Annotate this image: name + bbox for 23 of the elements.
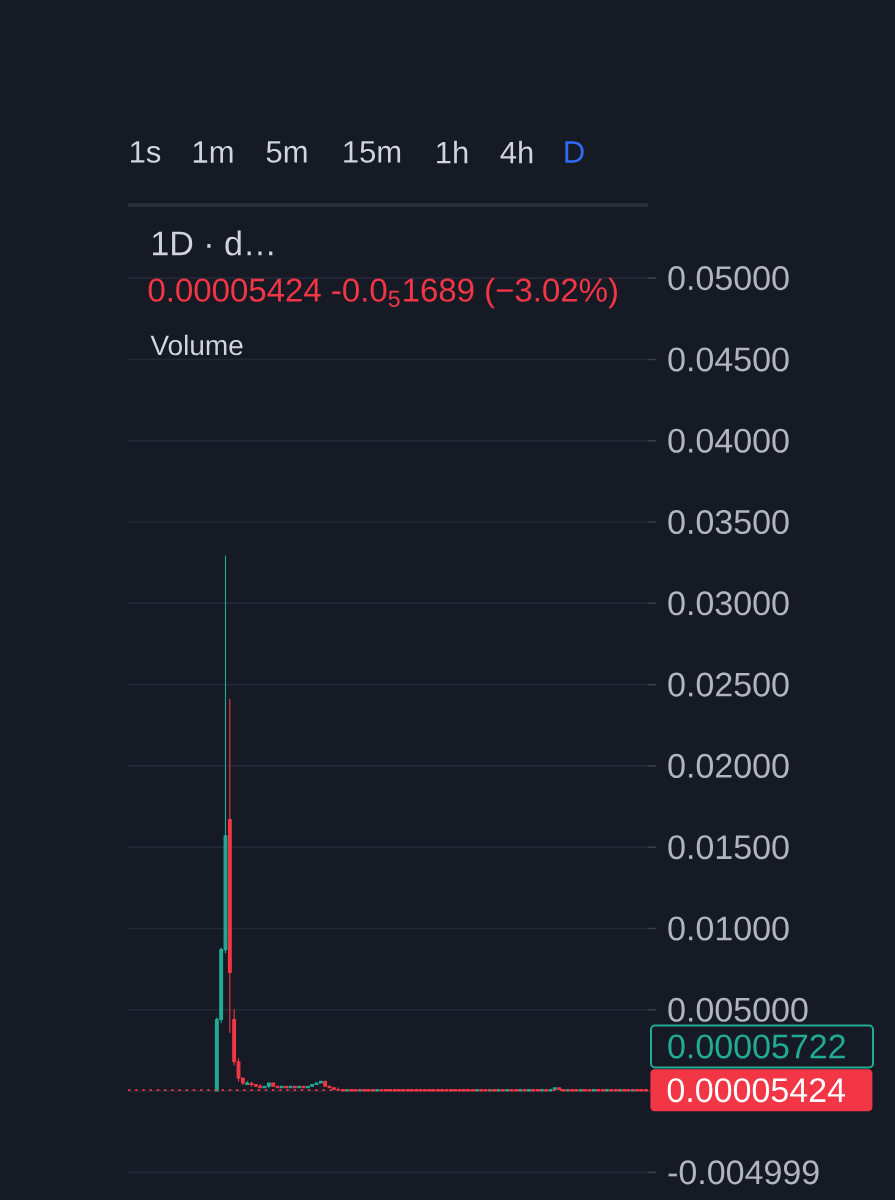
text: 1h [437,140,468,164]
y-tick-label: -0.004999 [668,1160,819,1185]
text: 1s [130,141,161,163]
y-tick-label: 0.01000 [668,916,789,941]
text: 0.00005722 [668,1034,845,1059]
annotation: 1D · d… [153,230,273,256]
y-tick-label: 0.005000 [668,997,808,1022]
text: 5m [266,141,307,163]
text: D [565,141,584,163]
y-tick-label: 0.04500 [668,347,789,372]
y-tick-label: 0.03000 [668,591,789,616]
y-tick-label: 0.04000 [668,428,789,453]
y-tick-label: 0.02000 [668,753,789,778]
y-tick-label: 0.05000 [668,266,789,291]
y-tick-label: 0.03500 [668,509,789,535]
text: 1m [193,141,233,163]
ref-line-label: 0.00005424 [667,1078,845,1103]
text: 15m [344,141,401,163]
annotation: 0.00005424 -0.0$_{5}$1689 (−3.02%) [148,277,617,309]
text: 4h [500,140,533,164]
y-tick-label: 0.01500 [668,835,789,860]
y-tick-label: 0.02500 [668,672,789,697]
annotation: Volume [150,334,243,356]
